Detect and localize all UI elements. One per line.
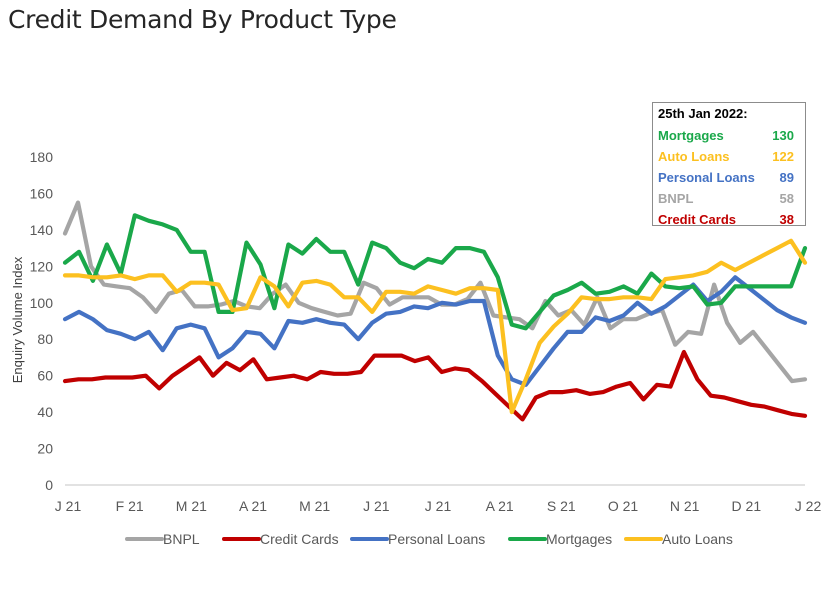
- y-tick-label: 180: [30, 149, 54, 165]
- annotation-label: Credit Cards: [658, 212, 737, 227]
- y-tick-label: 20: [37, 441, 53, 457]
- y-tick-label: 60: [37, 368, 53, 384]
- annotation-label: BNPL: [658, 191, 694, 206]
- series-lines: [62, 200, 808, 422]
- series-line-bnpl: [62, 200, 808, 384]
- x-tick-label: M 21: [299, 498, 330, 514]
- series-line-mortgages: [62, 213, 808, 331]
- annotation-label: Auto Loans: [658, 149, 730, 164]
- x-tick-labels: J 21 F 21 M 21 A 21 M 21 J 21 J 21 A 21 S 21 O 21…: [55, 498, 822, 514]
- annotation-row: Credit Cards 38: [658, 211, 800, 232]
- x-tick-label: J 22: [795, 498, 822, 514]
- series-line-auto-loans: [62, 238, 808, 415]
- legend-label: Auto Loans: [662, 531, 733, 547]
- annotation-row: BNPL 58: [658, 190, 800, 211]
- x-tick-label: M 21: [176, 498, 207, 514]
- series-line-credit-cards: [62, 349, 808, 422]
- x-tick-label: O 21: [608, 498, 639, 514]
- legend-label: Mortgages: [546, 531, 612, 547]
- series-line-personal-loans: [62, 275, 808, 387]
- y-tick-label: 80: [37, 331, 53, 347]
- annotation-value: 38: [779, 212, 794, 227]
- legend-label: Credit Cards: [260, 531, 339, 547]
- annotation-header: 25th Jan 2022:: [658, 106, 748, 121]
- y-axis-label: Enquiry Volume Index: [10, 256, 25, 383]
- annotation-row: Auto Loans 122: [658, 148, 800, 169]
- chart-title: Credit Demand By Product Type: [8, 5, 397, 34]
- x-tick-label: D 21: [732, 498, 762, 514]
- y-tick-label: 160: [30, 185, 54, 201]
- x-tick-label: A 21: [486, 498, 514, 514]
- x-tick-label: F 21: [116, 498, 144, 514]
- y-tick-label: 40: [37, 404, 53, 420]
- annotation-row: Personal Loans 89: [658, 169, 800, 190]
- y-tick-label: 140: [30, 222, 54, 238]
- annotation-label: Mortgages: [658, 128, 724, 143]
- legend: BNPL Credit Cards Personal Loans Mortgages A…: [125, 531, 733, 547]
- x-tick-label: N 21: [670, 498, 700, 514]
- annotation-value: 58: [779, 191, 794, 206]
- annotation-box: 25th Jan 2022: Mortgages 130 Auto Loans 122…: [652, 102, 806, 227]
- annotation-value: 122: [772, 149, 794, 164]
- x-tick-label: J 21: [55, 498, 82, 514]
- y-tick-label: 0: [45, 477, 53, 493]
- legend-label: BNPL: [163, 531, 200, 547]
- annotation-value: 89: [779, 170, 794, 185]
- y-tick-label: 120: [30, 258, 54, 274]
- x-tick-label: J 21: [363, 498, 390, 514]
- x-tick-label: S 21: [547, 498, 576, 514]
- annotation-row: Mortgages 130: [658, 127, 800, 148]
- y-tick-labels: 0 20 40 60 80 100 120 140 160 180: [30, 149, 54, 493]
- x-tick-label: J 21: [425, 498, 452, 514]
- y-tick-label: 100: [30, 295, 54, 311]
- x-tick-label: A 21: [239, 498, 267, 514]
- annotation-value: 130: [772, 128, 794, 143]
- annotation-label: Personal Loans: [658, 170, 755, 185]
- legend-label: Personal Loans: [388, 531, 485, 547]
